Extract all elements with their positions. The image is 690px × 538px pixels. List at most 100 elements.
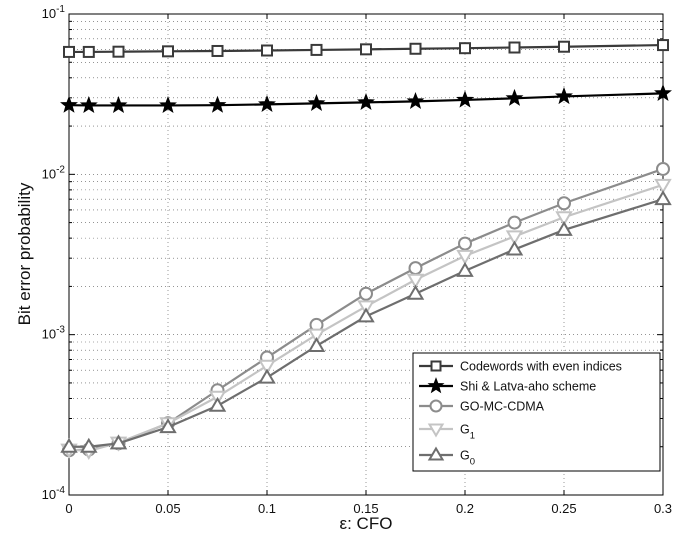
data-point [555,220,573,236]
data-point [555,87,573,105]
data-point [456,261,474,277]
data-point [307,328,326,344]
data-point [654,178,672,194]
legend-label: GO-MC-CDMA [460,400,545,414]
legend-label-subscript: 1 [470,431,475,442]
data-point [408,261,423,276]
data-point [63,45,75,58]
data-point [406,91,425,110]
data-point [458,236,472,251]
legend-label-text: GO-MC-CDMA [460,400,545,414]
data-point [261,44,273,57]
data-point [459,42,471,55]
data-point [60,95,78,113]
data-point [359,286,373,301]
y-tick-exponent: -4 [56,485,65,496]
data-point [159,96,177,114]
x-tick-label: 0.2 [456,501,474,516]
y-tick-base: 10 [42,327,56,342]
data-point [109,434,128,450]
data-point [310,43,323,56]
series-1 [60,83,672,114]
data-point [208,396,227,412]
y-tick-exponent: -2 [56,164,65,175]
legend-label-text: G [460,423,470,437]
data-point [557,196,571,211]
data-point [406,284,425,300]
data-point [409,42,422,55]
x-tick-label: 0.1 [258,501,276,516]
data-point [656,161,670,176]
legend-marker [427,377,445,394]
data-point [456,249,474,265]
y-tick-base: 10 [42,6,56,21]
data-point [360,43,372,56]
x-tick-label: 0.25 [551,501,576,516]
plot-frame [68,13,664,496]
data-point [211,44,224,57]
data-point [307,336,326,352]
legend-label: Shi & Latva-aho scheme [460,380,596,394]
legend-marker [427,446,445,461]
data-point [159,418,177,434]
y-tick-label: 10-1 [42,4,66,21]
data-point [456,90,474,108]
legend-marker [429,399,443,413]
data-point [657,39,669,52]
y-axis-label: Bit error probability [15,182,34,325]
data-point [162,45,174,58]
legend-label: G1 [460,423,475,442]
legend-label-text: G [460,449,470,463]
data-point [258,94,276,113]
data-point [508,41,521,54]
data-point [80,437,98,453]
data-point [60,437,78,453]
y-tick-label: 10-2 [42,164,66,181]
data-point [357,92,375,111]
data-point [112,45,125,58]
data-point [258,368,276,384]
x-tick-label: 0.3 [654,501,672,516]
y-tick-base: 10 [42,166,56,181]
data-point [555,211,573,227]
y-tick-label: 10-4 [42,485,66,502]
data-point [406,273,425,289]
y-tick-label: 10-3 [42,325,66,342]
data-point [357,307,375,323]
series-4 [60,190,672,453]
data-point [505,88,524,106]
legend-label-subscript: 0 [470,457,475,468]
data-point [558,40,570,53]
data-point [507,215,522,230]
data-point [654,190,672,206]
data-point [505,230,524,246]
legend-marker [430,360,442,372]
x-axis-label: ε: CFO [340,514,393,533]
y-tick-exponent: -1 [56,4,65,15]
legend-marker [427,423,445,438]
legend-label: Codewords with even indices [460,360,622,374]
x-tick-label: 0.05 [155,501,180,516]
data-point [307,93,326,112]
data-point [109,96,128,114]
data-point [654,83,672,101]
x-tick-labels: 0 0.05 0.1 0.15 0.2 0.25 0.3 [65,501,672,516]
legend: Codewords with even indices Shi & Latva-a… [412,352,661,472]
data-point [208,95,227,113]
series-lines [60,39,672,461]
legend-label-text: Shi & Latva-aho scheme [460,380,596,394]
y-tick-labels: 10-410-310-210-1 [42,4,66,502]
data-point [258,359,276,375]
x-tick-label: 0.15 [353,501,378,516]
y-tick-base: 10 [42,487,56,502]
y-tick-exponent: -3 [56,325,65,336]
data-point [79,96,98,114]
legend-box [412,352,661,472]
legend-label: G0 [460,449,475,468]
data-point [505,240,524,256]
x-tick-label: 0 [65,501,72,516]
legend-label-text: Codewords with even indices [460,360,622,374]
series-0 [63,39,669,58]
data-point [82,45,95,58]
